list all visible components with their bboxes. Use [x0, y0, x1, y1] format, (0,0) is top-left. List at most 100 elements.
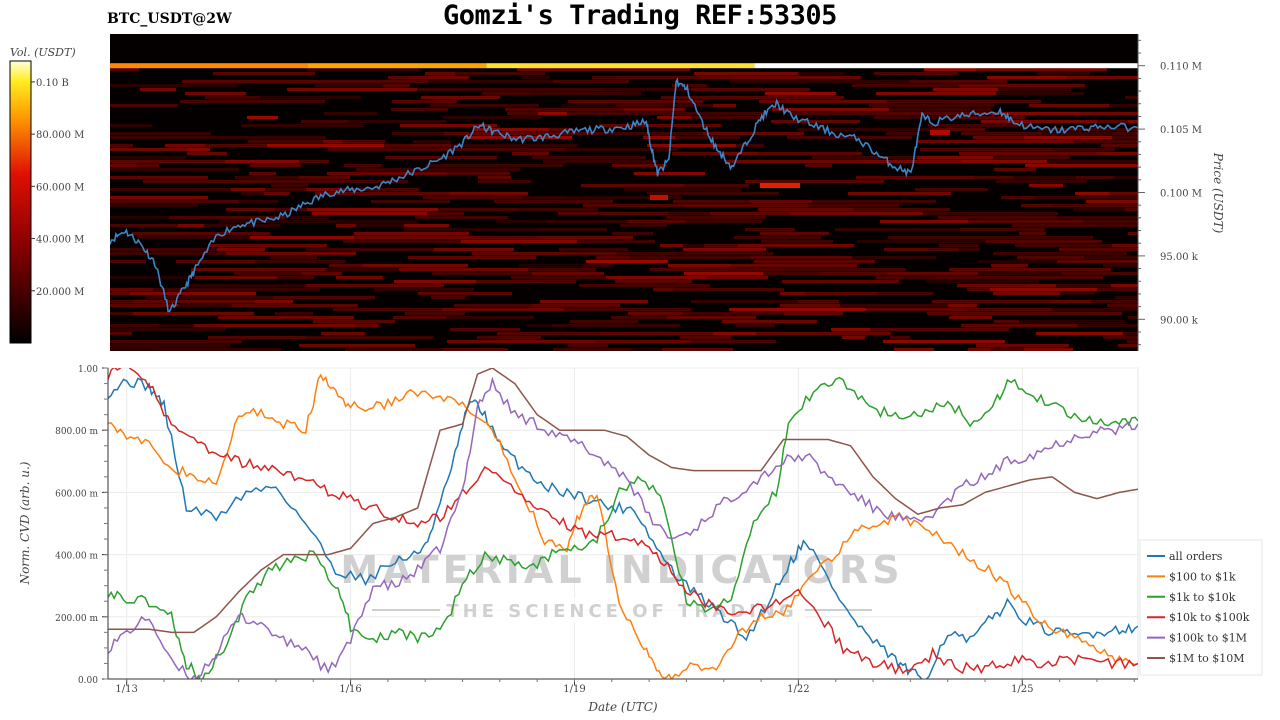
heatmap-cell: [110, 312, 133, 315]
heatmap-cell: [327, 172, 447, 175]
heatmap-cell: [453, 148, 565, 151]
heatmap-cell: [1017, 256, 1084, 259]
heatmap-cell: [904, 276, 937, 279]
heatmap-cell: [443, 116, 542, 119]
heatmap-cell: [561, 104, 616, 107]
heatmap-cell: [232, 304, 358, 307]
heatmap-cell: [877, 292, 933, 295]
heatmap-cell: [953, 100, 1041, 103]
heatmap-cell: [148, 188, 231, 191]
heatmap-cell: [442, 308, 564, 311]
heatmap-cell: [874, 116, 910, 119]
heatmap-cell: [684, 184, 749, 187]
heatmap-cell: [909, 80, 951, 83]
heatmap-cell: [996, 180, 1087, 183]
heatmap-cell: [672, 84, 707, 87]
heatmap-cell: [451, 144, 577, 147]
heatmap-cell: [1012, 224, 1097, 227]
heatmap-cell: [218, 316, 354, 319]
heatmap-cell: [683, 244, 704, 247]
heatmap-cell: [996, 92, 1084, 95]
heatmap-cell: [618, 68, 690, 71]
heatmap-cell: [355, 324, 379, 327]
heatmap-cell: [761, 240, 833, 243]
heatmap-cell: [924, 68, 976, 71]
heatmap-cell: [706, 276, 768, 279]
colorbar-gradient: [9, 60, 32, 344]
heatmap-cell: [446, 316, 534, 319]
heatmap-cell: [564, 308, 691, 311]
heatmap-cell: [110, 348, 150, 351]
heatmap-cell: [306, 188, 341, 191]
heatmap-cell: [470, 88, 605, 91]
heatmap-cell: [528, 268, 596, 271]
heatmap-cell: [1015, 244, 1112, 247]
heatmap-cell: [831, 328, 870, 331]
heatmap-cell: [856, 176, 974, 179]
heatmap-cell: [783, 268, 906, 271]
heatmap-cell: [986, 312, 1122, 315]
heatmap-cell: [110, 300, 134, 303]
heatmap-cell: [738, 244, 854, 247]
heatmap-cell: [928, 124, 1032, 127]
heatmap-cell: [731, 264, 857, 267]
heatmap-cell: [235, 176, 299, 179]
heatmap-cell: [910, 116, 954, 119]
heatmap-cell: [1097, 152, 1138, 155]
heatmap-cell: [264, 192, 290, 195]
heatmap-cell: [110, 252, 226, 255]
series-line-5: [108, 368, 1138, 634]
heatmap-cell: [915, 188, 988, 191]
heatmap-cell: [978, 260, 1057, 263]
heatmap-cell: [998, 88, 1071, 91]
heatmap-cell: [307, 208, 438, 211]
heatmap-cell: [539, 236, 633, 239]
heatmap-cell: [923, 212, 1058, 215]
heatmap-cell: [990, 288, 1097, 291]
heatmap-cell: [790, 212, 923, 215]
x-tick-label: 1/22: [787, 684, 809, 695]
heatmap-cell: [434, 248, 514, 251]
heatmap-cell: [507, 112, 538, 115]
heatmap-cell: [992, 112, 1081, 115]
heatmap-cell: [960, 228, 980, 231]
heatmap-cell: [926, 280, 1039, 283]
heatmap-cell: [482, 92, 531, 95]
heatmap-cell: [1066, 76, 1138, 79]
heatmap-cell: [425, 72, 455, 75]
heatmap-cell: [1124, 204, 1138, 207]
heatmap-cell: [531, 92, 621, 95]
heatmap-cell: [547, 220, 627, 223]
heatmap-cell: [225, 160, 299, 163]
heatmap-cell: [188, 148, 210, 151]
heatmap-cell: [595, 340, 691, 343]
heatmap-cell: [570, 320, 638, 323]
heatmap-cell: [356, 168, 384, 171]
heatmap-cell: [299, 176, 350, 179]
heatmap-cell: [683, 312, 784, 315]
heatmap-cell: [110, 68, 139, 71]
heatmap-cell: [932, 300, 1050, 303]
heatmap-cell: [887, 100, 953, 103]
heatmap-cell: [949, 316, 992, 319]
heatmap-cell: [146, 296, 273, 299]
heatmap-cell: [812, 200, 936, 203]
heatmap-cell: [852, 84, 959, 87]
heatmap-cell: [110, 200, 239, 203]
heatmap-cell: [1097, 224, 1131, 227]
heatmap-band-segment: [110, 63, 308, 69]
heatmap-cell: [1052, 148, 1115, 151]
watermark: MATERIAL INDICATORS THE SCIENCE OF TRADI…: [340, 548, 900, 622]
heatmap-cell: [725, 160, 863, 163]
heatmap-cell: [657, 116, 691, 119]
heatmap-cell: [808, 204, 899, 207]
heatmap-cell: [1056, 284, 1111, 287]
heatmap-cell: [110, 196, 208, 199]
heatmap-cell: [426, 164, 563, 167]
heatmap-cell: [110, 204, 198, 207]
heatmap-cell: [497, 332, 599, 335]
heatmap-cell: [1057, 260, 1138, 263]
heatmap-cell: [110, 304, 179, 307]
symbol-label: BTC_USDT@2W: [107, 11, 232, 27]
heatmap-cell: [265, 188, 306, 191]
